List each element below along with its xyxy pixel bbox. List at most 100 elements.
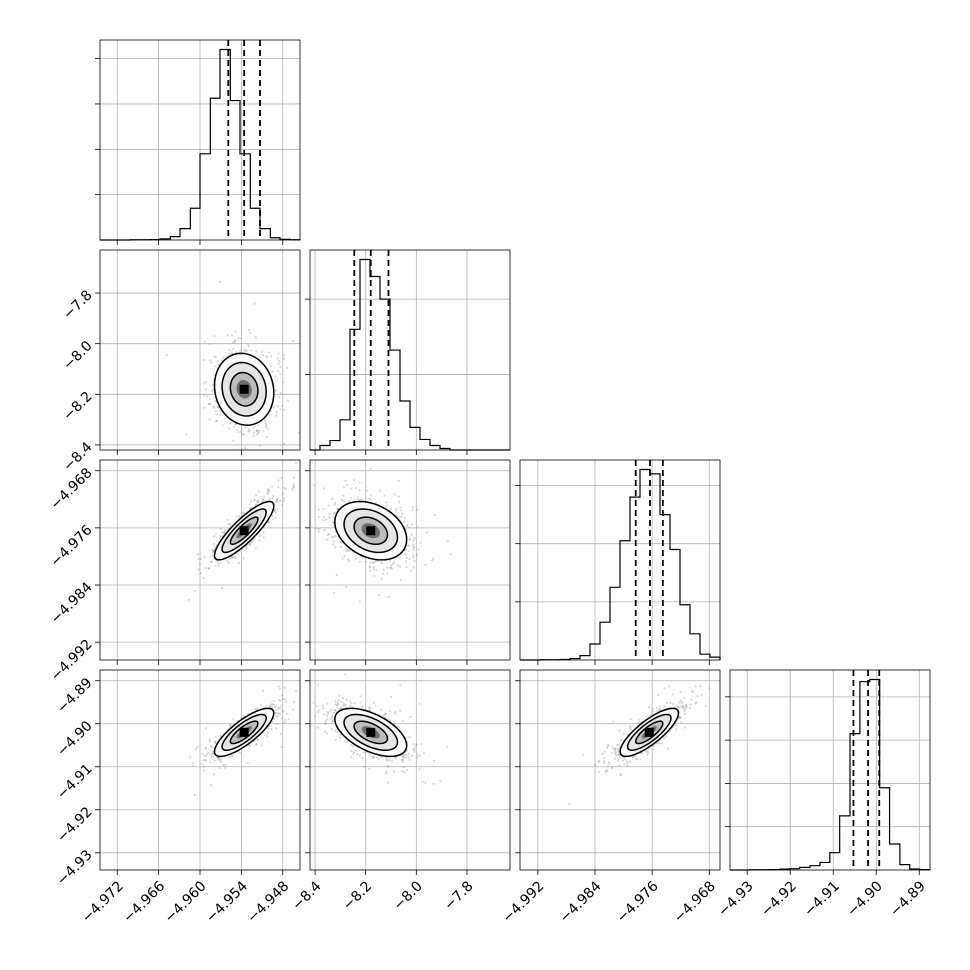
scatter-point (261, 499, 264, 502)
scatter-point (277, 352, 280, 355)
scatter-point (203, 358, 206, 362)
scatter-point (210, 361, 213, 364)
scatter-point (271, 703, 274, 706)
scatter-panel-3-0 (95, 669, 301, 875)
scatter-point (342, 486, 346, 489)
histogram-panel-0 (95, 39, 301, 245)
scatter-point (204, 746, 207, 749)
scatter-point (199, 557, 203, 560)
scatter-point (270, 727, 273, 731)
scatter-point (364, 560, 367, 563)
scatter-point (346, 548, 349, 551)
scatter-point (408, 526, 411, 529)
scatter-point (350, 496, 353, 500)
scatter-point (255, 349, 258, 353)
scatter-point (332, 511, 335, 515)
scatter-point (272, 406, 275, 409)
scatter-point (303, 494, 305, 496)
scatter-point (222, 763, 225, 767)
scatter-point (334, 729, 337, 733)
scatter-point (345, 585, 348, 588)
scatter-point (356, 497, 360, 500)
scatter-point (253, 538, 256, 541)
scatter-point (369, 467, 372, 470)
scatter-point (269, 724, 272, 728)
scatter-point (204, 727, 207, 730)
scatter-point (406, 524, 409, 528)
scatter-point (361, 556, 365, 559)
scatter-point (243, 446, 247, 449)
scatter-point (203, 406, 206, 409)
scatter-point (391, 563, 394, 566)
scatter-point (413, 546, 416, 550)
panel-content (291, 460, 452, 603)
scatter-point (283, 408, 286, 411)
scatter-point (334, 546, 337, 549)
scatter-point (329, 709, 332, 712)
scatter-point (212, 550, 215, 553)
scatter-point (365, 489, 369, 492)
scatter-point (254, 547, 257, 550)
scatter-point (358, 489, 361, 492)
axes-frame (309, 249, 511, 451)
scatter-point (264, 426, 267, 429)
scatter-point (261, 498, 264, 501)
scatter-point (232, 439, 235, 442)
scatter-point (280, 704, 283, 707)
scatter-point (242, 511, 246, 515)
scatter-point (208, 738, 211, 741)
scatter-point (271, 514, 274, 517)
scatter-point (267, 493, 270, 496)
scatter-point (262, 531, 265, 534)
scatter-point (285, 366, 289, 369)
scatter-point (385, 504, 388, 507)
scatter-point (271, 485, 274, 488)
scatter-point (229, 557, 232, 560)
contour-line (221, 508, 267, 554)
scatter-point (374, 560, 377, 563)
scatter-point (245, 547, 248, 550)
scatter-point (201, 752, 204, 755)
scatter-point (394, 756, 397, 759)
scatter-point (226, 518, 229, 522)
scatter-point (246, 761, 249, 765)
scatter-point (279, 707, 282, 710)
scatter-point (233, 556, 237, 559)
scatter-point (340, 498, 344, 501)
scatter-point (387, 595, 390, 599)
scatter-point (303, 553, 305, 555)
scatter-point (213, 335, 216, 338)
scatter-point (324, 722, 327, 725)
scatter-point (275, 499, 278, 502)
scatter-point (325, 538, 329, 541)
scatter-point (281, 493, 284, 496)
scatter-point (383, 494, 386, 497)
scatter-point (263, 419, 267, 422)
contour-line (353, 516, 389, 546)
scatter-point (202, 769, 206, 772)
scatter-point (256, 738, 259, 741)
scatter-point (262, 536, 265, 539)
scatter-point (198, 563, 201, 566)
scatter-point (386, 566, 389, 569)
scatter-point (230, 556, 233, 559)
scatter-point (228, 427, 231, 430)
scatter-point (243, 433, 246, 437)
scatter-point (210, 745, 213, 748)
scatter-point (266, 491, 269, 495)
scatter-point (358, 481, 361, 484)
axes-frame (729, 669, 931, 871)
scatter-point (219, 734, 222, 737)
scatter-point (280, 476, 283, 480)
scatter-point (386, 764, 389, 768)
scatter-point (228, 422, 231, 425)
scatter-point (408, 538, 411, 541)
scatter-point (375, 569, 378, 572)
scatter-point (267, 727, 270, 730)
scatter-point (303, 529, 305, 531)
scatter-point (368, 753, 371, 756)
scatter-point (276, 508, 279, 511)
scatter-point (368, 498, 372, 501)
scatter-point (282, 357, 285, 360)
scatter-point (291, 547, 293, 549)
